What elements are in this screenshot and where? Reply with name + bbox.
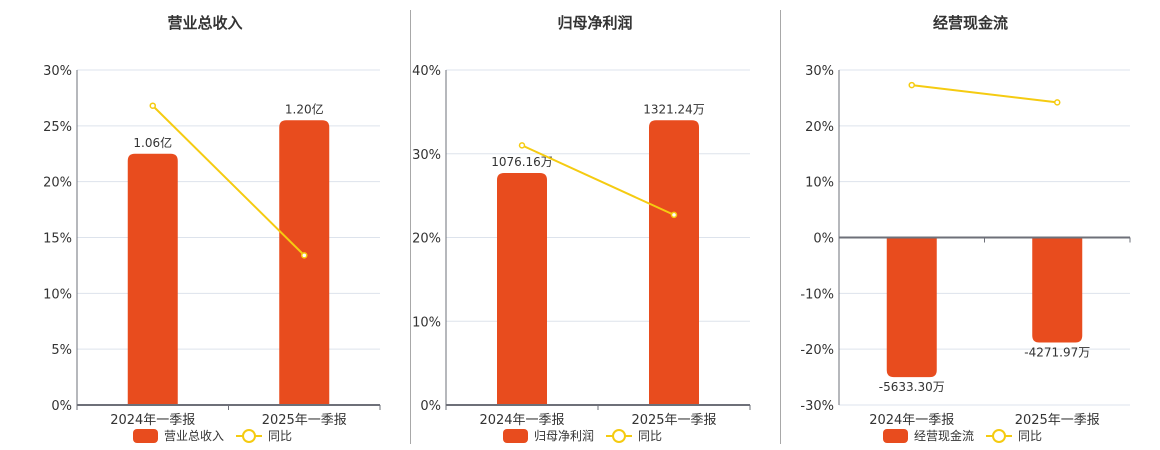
bar[interactable] bbox=[649, 120, 699, 405]
y-tick-label: 10% bbox=[412, 315, 441, 330]
y-tick-label: 0% bbox=[420, 399, 441, 414]
bar-value-label: -4271.97万 bbox=[1024, 345, 1090, 359]
y-tick-label: -20% bbox=[800, 343, 834, 358]
bar-value-label: 1.20亿 bbox=[285, 101, 324, 116]
chart-panel-net-profit: 归母净利润 bbox=[410, 0, 780, 450]
x-tick-label: 2025年一季报 bbox=[631, 413, 716, 428]
yoy-point[interactable] bbox=[149, 102, 156, 109]
x-tick-label: 2025年一季报 bbox=[1015, 413, 1100, 428]
plot-area: 0% 10% 20% 30% 40% 1076.16万 2024年一季报 1321.24万 20… bbox=[412, 64, 751, 428]
x-tick-label: 2025年一季报 bbox=[262, 413, 347, 428]
y-tick-label: 5% bbox=[51, 343, 72, 358]
legend-line-swatch[interactable] bbox=[236, 428, 263, 443]
legend-line-swatch[interactable] bbox=[606, 428, 633, 443]
yoy-point[interactable] bbox=[518, 142, 526, 149]
x-tick-label: 2024年一季报 bbox=[110, 413, 195, 428]
yoy-point[interactable] bbox=[301, 252, 308, 259]
yoy-line[interactable] bbox=[911, 84, 1058, 104]
legend-line-swatch[interactable] bbox=[986, 428, 1013, 443]
y-tick-label: 30% bbox=[805, 64, 834, 79]
y-tick-label: -10% bbox=[800, 287, 834, 302]
y-tick-label: 10% bbox=[43, 287, 72, 302]
yoy-point[interactable] bbox=[908, 81, 915, 89]
bar-value-label: 1.06亿 bbox=[133, 135, 172, 150]
bar-value-label: -5633.30万 bbox=[879, 380, 945, 394]
legend-bar-swatch[interactable] bbox=[133, 428, 158, 443]
plot-area: 0% 5% 10% 15% 20% 25% 30% 1.06亿 2024年一季报 1.20亿 202… bbox=[43, 64, 381, 428]
yoy-point[interactable] bbox=[670, 211, 678, 219]
x-tick-label: 2024年一季报 bbox=[869, 413, 954, 428]
panel-divider bbox=[780, 10, 781, 444]
y-tick-label: 20% bbox=[805, 120, 834, 135]
bar[interactable] bbox=[497, 173, 547, 405]
legend-bar-label[interactable]: 归母净利润 bbox=[534, 429, 595, 443]
chart-title: 经营现金流 bbox=[932, 14, 1008, 32]
plot-area: -30% -20% -10% 0% 10% 20% 30% -5633.30万 2024年一季报… bbox=[800, 64, 1131, 428]
bar[interactable] bbox=[1032, 237, 1083, 343]
bar-value-label: 1076.16万 bbox=[491, 155, 553, 169]
bar[interactable] bbox=[886, 237, 937, 378]
y-tick-label: 0% bbox=[51, 399, 72, 414]
bar[interactable] bbox=[127, 153, 178, 405]
y-tick-label: 15% bbox=[43, 232, 72, 247]
legend: 经营现金流 同比 bbox=[883, 427, 1042, 444]
y-tick-label: 0% bbox=[813, 232, 834, 247]
legend: 归母净利润 同比 bbox=[503, 427, 662, 444]
legend-bar-label[interactable]: 营业总收入 bbox=[164, 429, 225, 443]
bar-value-label: 1321.24万 bbox=[643, 102, 705, 116]
x-tick-label: 2024年一季报 bbox=[479, 413, 564, 428]
y-tick-label: 30% bbox=[412, 148, 441, 163]
chart-panel-revenue: 营业总收入 bbox=[0, 0, 410, 450]
bar[interactable] bbox=[279, 120, 330, 405]
chart-title: 营业总收入 bbox=[167, 14, 243, 32]
panel-divider bbox=[410, 10, 411, 444]
y-tick-label: 40% bbox=[412, 64, 441, 79]
legend-line-label[interactable]: 同比 bbox=[1018, 429, 1043, 443]
y-tick-label: 20% bbox=[412, 232, 441, 247]
yoy-line[interactable] bbox=[152, 105, 305, 257]
chart-title: 归母净利润 bbox=[557, 14, 633, 32]
legend: 营业总收入 同比 bbox=[133, 427, 292, 444]
legend-line-label[interactable]: 同比 bbox=[268, 429, 293, 443]
yoy-point[interactable] bbox=[1054, 99, 1061, 106]
y-tick-label: 25% bbox=[43, 120, 72, 135]
yoy-line[interactable] bbox=[521, 144, 675, 216]
y-tick-label: 30% bbox=[43, 64, 72, 79]
y-tick-label: 20% bbox=[43, 176, 72, 191]
legend-bar-label[interactable]: 经营现金流 bbox=[914, 429, 975, 443]
legend-bar-swatch[interactable] bbox=[883, 428, 908, 443]
legend-line-label[interactable]: 同比 bbox=[638, 429, 663, 443]
chart-panel-cash-flow: 经营现金流 bbox=[781, 0, 1160, 450]
legend-bar-swatch[interactable] bbox=[503, 428, 528, 443]
y-tick-label: 10% bbox=[805, 176, 834, 191]
y-tick-label: -30% bbox=[800, 399, 834, 414]
